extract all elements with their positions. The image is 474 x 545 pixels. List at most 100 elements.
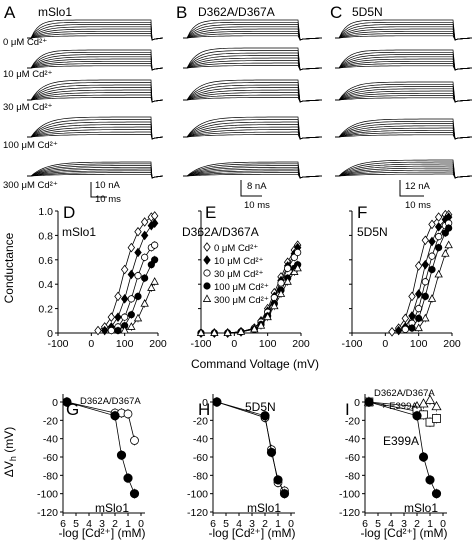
- current-trace: [27, 161, 164, 179]
- gv-point: [428, 236, 436, 247]
- panel-letter-i: I: [345, 400, 350, 419]
- current-trace: [27, 79, 164, 103]
- dvh-xtick-label: 6: [60, 518, 66, 530]
- legend-label: 0 μM Cd²⁺: [214, 243, 258, 254]
- gv-point: [290, 253, 298, 261]
- gv-point: [445, 224, 453, 232]
- dvh-point: [364, 397, 374, 407]
- current-trace: [335, 35, 473, 41]
- dvh-point: [424, 394, 436, 404]
- dvh-point: [123, 409, 133, 419]
- scale-a-current: 10 nA: [95, 180, 120, 191]
- dvh-xtick-label: 5: [375, 518, 381, 530]
- dvh-point: [123, 473, 133, 483]
- g-label-mslo1: mSlo1: [95, 501, 129, 515]
- gv-ytick-label: 0: [47, 328, 53, 340]
- scale-bar-c: 12 nA 10 ms: [399, 180, 431, 211]
- gv-xtick-label: -100: [47, 338, 68, 350]
- legend-marker: [203, 242, 211, 252]
- current-trace: [335, 165, 473, 179]
- i-label-mslo1: mSlo1: [404, 501, 438, 515]
- current-trace: [27, 172, 164, 179]
- gv-point: [414, 323, 423, 332]
- current-trace: [27, 163, 164, 179]
- dvh-ytick-label: 0: [202, 397, 208, 409]
- current-trace: [183, 166, 323, 179]
- dvh-ytick-label: -120: [37, 507, 58, 519]
- current-trace: [27, 97, 164, 103]
- current-trace: [183, 129, 323, 140]
- current-trace: [183, 134, 323, 140]
- current-trace: [27, 54, 164, 71]
- current-trace: [27, 56, 164, 71]
- gv-xtick-label: 0: [231, 338, 237, 350]
- dvh-xtick-label: 1: [427, 518, 433, 530]
- current-trace: [183, 89, 323, 103]
- current-trace: [183, 24, 323, 41]
- current-trace: [335, 21, 473, 41]
- g-label-d362a: D362A/D367A: [80, 396, 141, 407]
- dvh-xlabel-g: -log [Cd²⁺] (mM): [59, 526, 146, 540]
- gv-point: [421, 259, 430, 270]
- dvh-xtick-label: 6: [210, 518, 216, 530]
- current-trace: [183, 92, 323, 103]
- panel-title-e: D362A/D367A: [182, 225, 259, 239]
- dvh-point: [431, 400, 442, 411]
- gv-point: [421, 292, 429, 300]
- current-trace: [27, 51, 164, 71]
- legend-marker: [203, 269, 211, 277]
- current-trace: [183, 94, 323, 103]
- dvh-point: [266, 447, 277, 458]
- dvh-ytick-label: -20: [193, 415, 208, 427]
- current-trace: [335, 81, 473, 103]
- gv-point: [441, 229, 449, 237]
- dvh-point: [425, 475, 435, 485]
- gv-xtick-label: 200: [149, 338, 167, 350]
- dvh-xtick-label: 6: [362, 518, 368, 530]
- gv-point: [151, 241, 159, 249]
- gv-point: [114, 291, 122, 302]
- current-trace: [27, 131, 164, 140]
- current-trace: [335, 169, 473, 179]
- gv-ytick-label: 0.8: [38, 230, 53, 242]
- panel-title-f: 5D5N: [357, 225, 388, 239]
- legend-label: 100 μM Cd²⁺: [214, 282, 269, 293]
- gv-point: [133, 313, 143, 322]
- current-trace: [183, 50, 323, 71]
- current-trace: [335, 58, 473, 71]
- current-trace: [335, 60, 473, 71]
- current-trace: [335, 163, 473, 179]
- panel-title-a: mSlo1: [38, 5, 72, 19]
- dvh-point: [279, 489, 290, 499]
- current-trace: [335, 86, 473, 103]
- dvh-point: [110, 411, 120, 421]
- current-trace: [27, 94, 164, 103]
- current-trace: [335, 167, 473, 179]
- panel-letter-e: E: [205, 203, 216, 222]
- gv-point: [107, 326, 115, 335]
- current-trace: [27, 28, 164, 41]
- gv-point: [294, 248, 302, 257]
- current-trace: [183, 124, 323, 140]
- gv-xtick-label: 100: [410, 338, 428, 350]
- dvh-xtick-label: 0: [440, 518, 446, 530]
- scale-c-time: 10 ms: [405, 200, 431, 211]
- gv-point: [263, 312, 272, 321]
- dvh-point: [116, 450, 127, 460]
- current-trace: [27, 173, 164, 179]
- dvh-ylabel: ΔVh (mV): [2, 427, 18, 477]
- current-trace: [27, 124, 164, 140]
- current-trace: [27, 35, 164, 41]
- dvh-ytick-label: -60: [43, 452, 58, 464]
- current-trace: [183, 161, 323, 179]
- gv-point: [414, 261, 423, 271]
- dvh-point: [62, 397, 72, 407]
- dvh-xtick-label: 5: [73, 518, 79, 530]
- gv-point: [427, 294, 437, 302]
- legend-marker: [203, 282, 211, 290]
- dvh-point: [412, 411, 422, 421]
- dvh-ytick-label: -120: [339, 507, 360, 519]
- current-trace: [27, 87, 164, 103]
